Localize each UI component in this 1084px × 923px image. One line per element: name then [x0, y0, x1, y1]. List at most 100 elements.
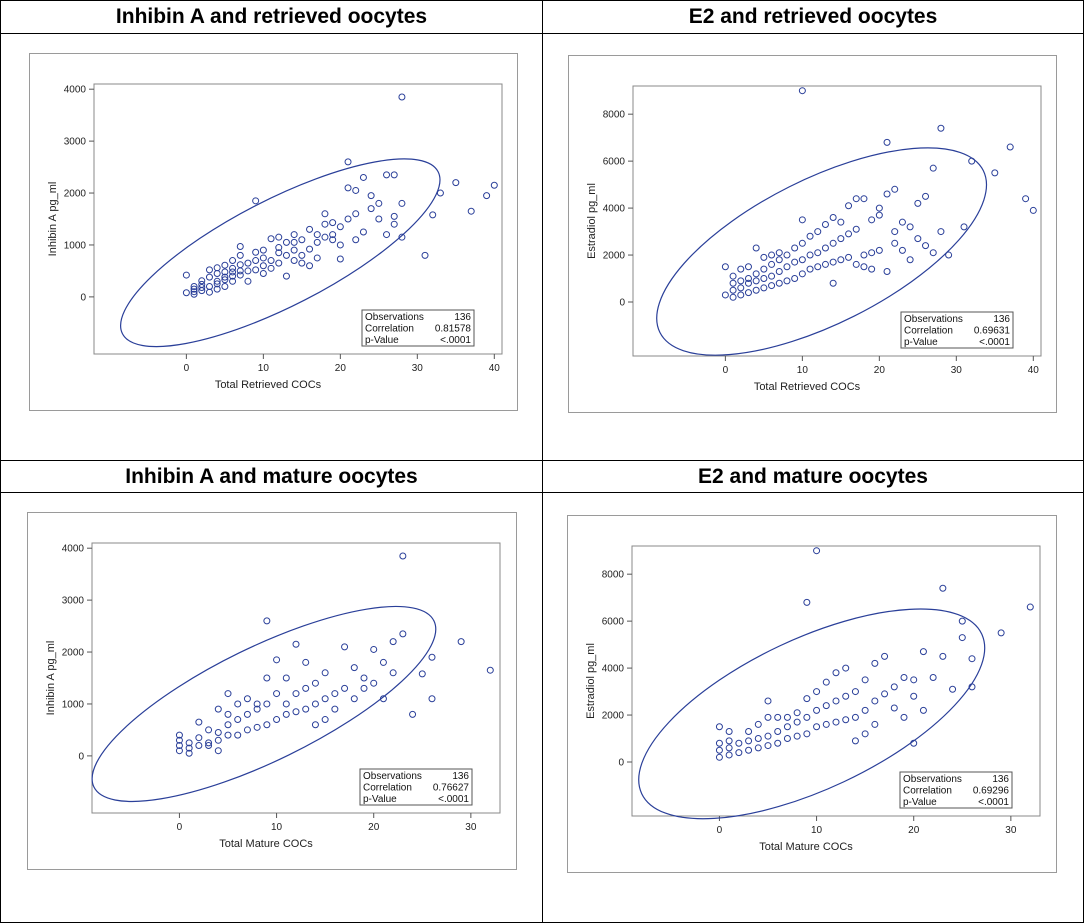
- panel-title-e2-mature: E2 and mature oocytes: [698, 465, 928, 488]
- x-axis-label: Total Mature COCs: [219, 838, 313, 850]
- data-point: [939, 652, 947, 660]
- data-point: [344, 215, 352, 223]
- data-point: [428, 695, 436, 703]
- stats-value: 136: [454, 312, 471, 323]
- data-point: [234, 716, 242, 724]
- data-point: [900, 673, 908, 681]
- y-tick-label: 8000: [602, 570, 625, 581]
- data-point: [754, 735, 762, 743]
- data-point: [436, 189, 444, 197]
- stats-value: <.0001: [978, 797, 1009, 808]
- data-point: [259, 254, 267, 262]
- data-point: [760, 253, 768, 261]
- y-axis-label: Inhibin A pg_ml: [45, 641, 57, 716]
- data-point: [881, 652, 889, 660]
- data-point: [229, 257, 237, 265]
- data-point: [752, 286, 760, 294]
- data-point: [329, 236, 337, 244]
- stats-value: <.0001: [440, 335, 471, 346]
- data-point: [360, 674, 368, 682]
- data-point: [806, 265, 814, 273]
- data-point: [350, 695, 358, 703]
- data-point: [213, 280, 221, 288]
- stats-label: Observations: [363, 771, 422, 782]
- data-point: [922, 192, 930, 200]
- data-point: [244, 267, 252, 275]
- data-point: [234, 700, 242, 708]
- data-point: [236, 271, 244, 279]
- data-point: [273, 690, 281, 698]
- stats-value: 136: [993, 314, 1010, 325]
- data-point: [754, 720, 762, 728]
- data-point: [768, 251, 776, 259]
- data-point: [390, 171, 398, 179]
- data-point: [341, 684, 349, 692]
- data-point: [282, 700, 290, 708]
- data-point: [224, 710, 232, 718]
- data-point: [292, 708, 300, 716]
- data-point: [845, 253, 853, 261]
- data-point: [321, 233, 329, 241]
- data-point: [837, 256, 845, 264]
- data-point: [483, 192, 491, 200]
- data-point: [290, 231, 298, 239]
- data-point: [875, 204, 883, 212]
- data-point: [715, 746, 723, 754]
- data-point: [389, 669, 397, 677]
- data-point: [182, 289, 190, 297]
- data-point: [791, 275, 799, 283]
- data-point: [379, 658, 387, 666]
- y-tick-label: 6000: [603, 157, 626, 168]
- data-point: [185, 744, 193, 752]
- x-tick-label: 10: [271, 822, 283, 833]
- stats-value: <.0001: [979, 337, 1010, 348]
- data-point: [922, 242, 930, 250]
- data-point: [275, 249, 283, 257]
- y-tick-label: 0: [78, 751, 84, 762]
- x-tick-label: 0: [177, 822, 183, 833]
- data-point: [813, 547, 821, 555]
- y-tick-label: 4000: [62, 544, 85, 555]
- stats-box: [359, 768, 473, 806]
- plot-panel-e2-mature: 0 10 20 30 0 2000 4000 6000 8000 Total Mature COC…: [567, 515, 1057, 873]
- data-point: [263, 617, 271, 625]
- data-point: [764, 697, 772, 705]
- x-axis-label: Total Mature COCs: [759, 841, 853, 853]
- plot-panel-inhibin-retrieved: 0 10 20 30 40 0 1000 2000 3000 4000 Total Retrieve…: [29, 53, 518, 411]
- data-point: [813, 723, 821, 731]
- stats-label: p-Value: [904, 337, 938, 348]
- data-point: [744, 263, 752, 271]
- data-point: [793, 709, 801, 717]
- data-point: [195, 718, 203, 726]
- y-tick-label: 2000: [602, 711, 625, 722]
- data-point: [243, 710, 251, 718]
- data-point: [798, 216, 806, 224]
- data-point: [399, 552, 407, 560]
- data-point: [221, 261, 229, 269]
- data-point: [252, 197, 260, 205]
- data-point: [313, 254, 321, 262]
- data-point: [221, 283, 229, 290]
- data-point: [837, 235, 845, 243]
- data-point: [803, 713, 811, 721]
- data-point: [814, 249, 822, 257]
- data-point: [252, 257, 260, 265]
- data-point: [914, 199, 922, 207]
- data-point: [775, 267, 783, 275]
- data-point: [375, 215, 383, 223]
- data-point: [224, 731, 232, 739]
- data-point: [195, 734, 203, 742]
- data-point: [398, 199, 406, 207]
- data-point: [960, 223, 968, 231]
- data-point: [263, 674, 271, 682]
- data-point: [791, 244, 799, 252]
- x-tick-label: 40: [1028, 365, 1040, 376]
- data-point: [302, 684, 310, 692]
- data-point: [851, 688, 859, 696]
- data-point: [868, 265, 876, 273]
- data-point: [898, 218, 906, 226]
- data-point: [379, 695, 387, 703]
- data-point: [190, 288, 198, 296]
- data-point: [929, 673, 937, 681]
- data-point: [259, 270, 267, 278]
